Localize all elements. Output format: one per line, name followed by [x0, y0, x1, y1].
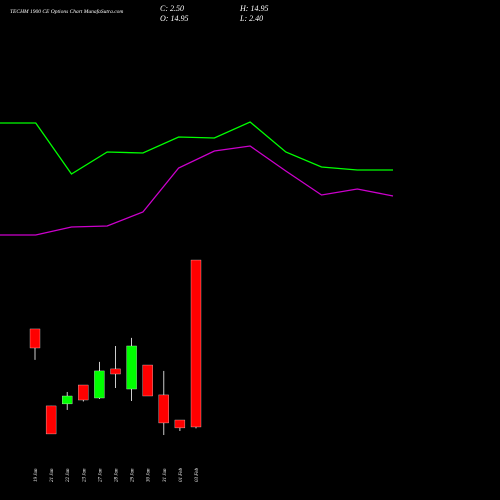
chart-title: TECHM 1900 CE Options Chart MunafaSutra.…	[10, 8, 123, 15]
candle-body	[174, 419, 186, 429]
close-info: C: 2.50	[160, 4, 184, 13]
line	[0, 121, 393, 175]
x-tick-label: 27 Jan	[98, 468, 103, 482]
candle-body	[158, 394, 169, 424]
candle-body	[45, 405, 57, 435]
x-tick-label: 03 Feb	[195, 467, 200, 482]
candle-body	[62, 395, 73, 405]
high-info: H: 14.95	[239, 4, 268, 13]
candle-body	[126, 345, 137, 390]
x-tick-label: 22 Jan	[66, 468, 71, 482]
candle-body	[110, 368, 121, 375]
x-tick-label: 23 Jan	[82, 468, 87, 482]
candle-body	[142, 364, 153, 397]
candle-body	[29, 328, 41, 349]
x-tick-label: 21 Jan	[50, 468, 55, 482]
line	[0, 145, 394, 236]
x-tick-label: 30 Jan	[147, 468, 152, 482]
x-tick-label: 28 Jan	[115, 468, 120, 482]
x-tick-label: 31 Jan	[163, 468, 168, 482]
x-tick-label: 01 Feb	[179, 467, 184, 482]
low-info: L: 2.40	[239, 14, 263, 23]
x-tick-label: 29 Jan	[131, 468, 136, 482]
candle-body	[190, 259, 202, 428]
candle-body	[78, 384, 89, 401]
x-tick-label: 19 Jan	[34, 468, 39, 482]
candle-body	[94, 370, 105, 399]
open-info: O: 14.95	[160, 14, 188, 23]
